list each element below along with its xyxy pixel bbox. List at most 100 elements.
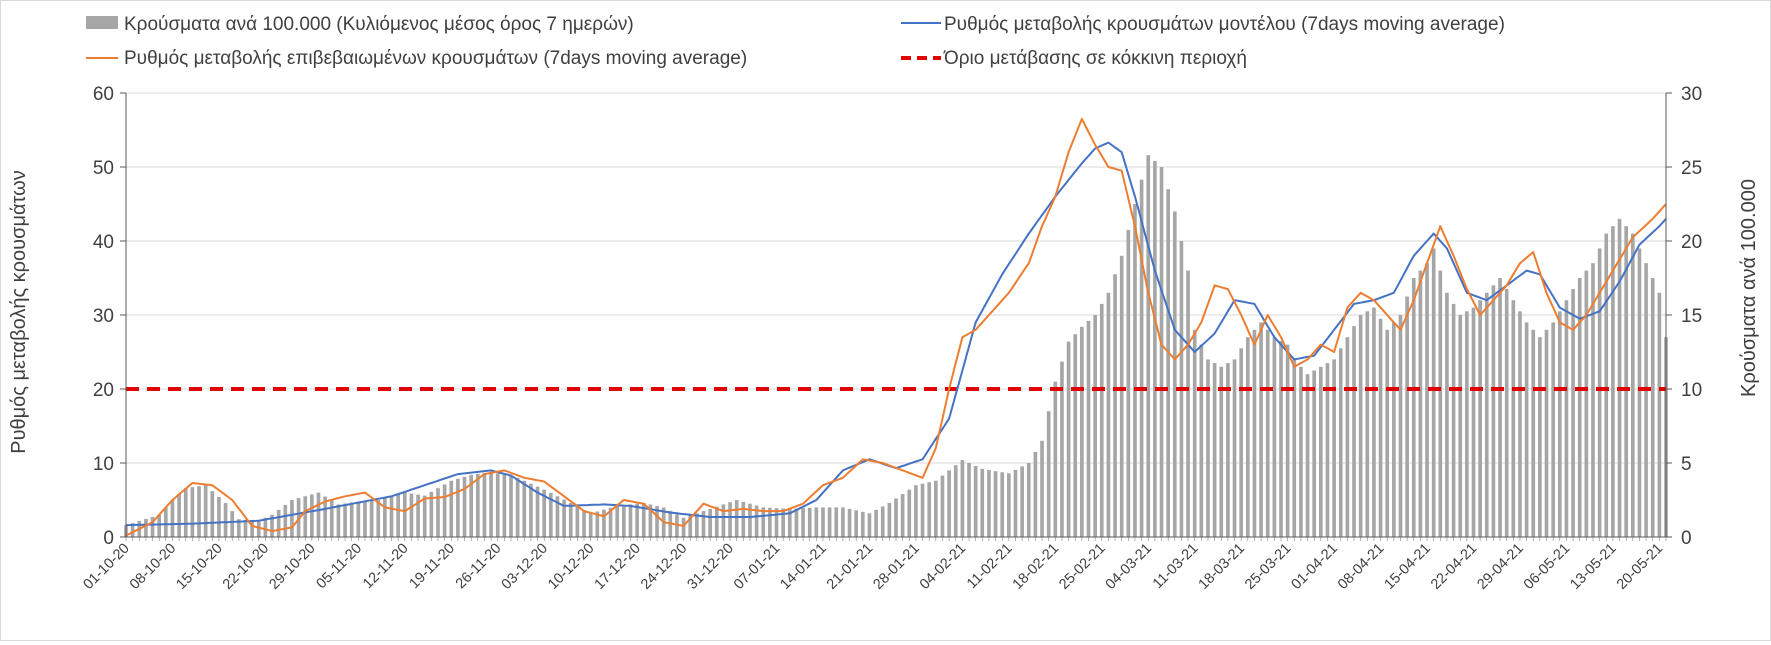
legend-confirmed-label: Ρυθμός μεταβολής επιβεβαιωμένων κρουσμάτ…	[124, 48, 747, 69]
x-tick-label: 13-05-21	[1567, 541, 1619, 593]
bar	[177, 494, 181, 537]
bar	[223, 502, 228, 537]
x-tick-label: 21-01-21	[824, 541, 876, 593]
bar	[1571, 289, 1575, 537]
bar	[894, 498, 898, 537]
bar	[250, 520, 254, 537]
bar	[1538, 337, 1542, 537]
bar	[688, 515, 693, 537]
bar	[217, 497, 221, 537]
bar	[1425, 263, 1429, 537]
bar	[1405, 296, 1409, 537]
bar	[900, 494, 905, 537]
bar	[183, 488, 188, 537]
bar	[1146, 155, 1151, 537]
bar	[1551, 322, 1555, 537]
x-tick-label: 08-04-21	[1335, 541, 1387, 593]
bar	[210, 491, 215, 537]
bar	[814, 507, 819, 537]
legend-model-label: Ρυθμός μεταβολής κρουσμάτων μοντέλου (7d…	[944, 14, 1505, 35]
bar	[781, 508, 785, 537]
bar	[522, 480, 527, 537]
bar	[462, 476, 467, 537]
bar	[1378, 318, 1383, 537]
right-tick-label: 10	[1681, 380, 1702, 401]
bar	[409, 493, 414, 537]
bar	[1392, 322, 1396, 537]
bar	[947, 470, 951, 537]
bar	[369, 500, 374, 537]
bar	[323, 496, 327, 537]
bar	[1000, 472, 1005, 537]
right-tick-label: 25	[1681, 158, 1702, 179]
bar	[1139, 179, 1144, 537]
left-tick-label: 50	[93, 158, 114, 179]
bar	[1650, 278, 1655, 537]
bar	[834, 507, 839, 537]
bar	[1026, 463, 1031, 537]
legend-threshold-label: Όριο μετάβασης σε κόκκινη περιοχή	[943, 48, 1247, 69]
x-tick-label: 18-02-21	[1010, 541, 1062, 593]
bar	[164, 507, 168, 537]
bar	[1398, 315, 1403, 537]
bar	[1106, 292, 1111, 537]
bar	[774, 508, 779, 537]
right-tick-label: 15	[1681, 306, 1702, 327]
bar	[768, 507, 772, 537]
bar	[542, 489, 547, 537]
x-tick-label: 26-11-20	[453, 541, 505, 593]
left-tick-label: 60	[93, 84, 114, 105]
bar	[1471, 307, 1476, 537]
bar	[1325, 363, 1330, 537]
bar	[615, 505, 620, 537]
bar	[1584, 270, 1589, 537]
bar	[1232, 359, 1237, 537]
bar	[1637, 248, 1642, 537]
bar	[515, 477, 520, 537]
bar	[1060, 361, 1064, 537]
bar	[595, 511, 600, 537]
bar	[874, 509, 878, 537]
bar	[469, 474, 473, 537]
x-tick-label: 06-05-21	[1521, 541, 1573, 593]
bar	[1511, 300, 1516, 537]
bar	[197, 486, 201, 537]
bar	[761, 507, 766, 537]
bar	[529, 483, 533, 537]
bar	[953, 465, 958, 537]
bar	[237, 519, 241, 537]
x-tick-label: 14-01-21	[777, 541, 829, 593]
bar	[263, 517, 268, 537]
bar	[1352, 326, 1356, 537]
bar	[648, 504, 653, 537]
bar	[841, 507, 845, 537]
bar	[1617, 218, 1622, 538]
bar	[1504, 289, 1509, 537]
bar	[628, 504, 633, 537]
bar	[1338, 348, 1343, 537]
x-tick-label: 07-01-21	[731, 541, 783, 593]
bar	[582, 509, 586, 537]
x-tick-label: 20-05-21	[1614, 541, 1666, 593]
bar	[1465, 311, 1469, 537]
x-tick-label: 29-04-21	[1474, 541, 1526, 593]
bar	[1166, 189, 1170, 537]
bar	[1219, 366, 1224, 537]
x-tick-label: 05-11-20	[314, 541, 366, 593]
right-tick-label: 20	[1681, 232, 1702, 253]
bar	[1265, 329, 1270, 537]
bar	[622, 505, 626, 537]
bar	[290, 500, 294, 537]
bar	[1272, 337, 1277, 537]
bar	[1418, 270, 1423, 537]
x-tick-label: 10-12-20	[545, 541, 597, 593]
bar	[741, 501, 746, 537]
bar	[980, 468, 985, 537]
bar	[436, 488, 440, 537]
bar	[1657, 292, 1662, 537]
left-axis-title: Ρυθμός μεταβολής κρουσμάτων	[8, 170, 30, 454]
bar	[847, 508, 852, 537]
bar	[807, 507, 812, 537]
